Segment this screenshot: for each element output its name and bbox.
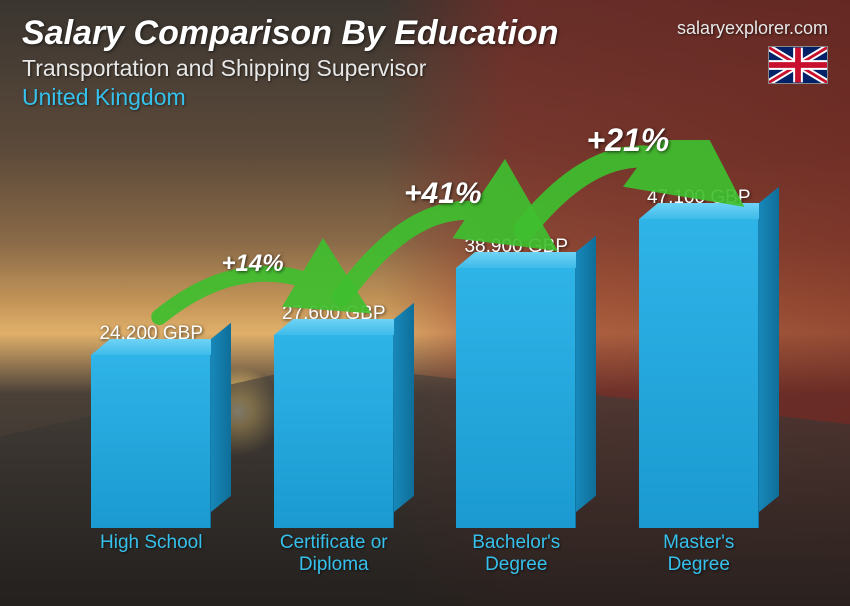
increase-pct-0: +14%	[222, 250, 284, 278]
bar3d-2	[456, 268, 576, 528]
page-subtitle: Transportation and Shipping Supervisor	[22, 55, 828, 82]
bar-2: 38,900 GBP	[436, 236, 597, 528]
x-label-0: High School	[71, 532, 232, 582]
x-label-3: Master'sDegree	[618, 532, 779, 582]
bar3d-0	[91, 355, 211, 528]
increase-pct-1: +41%	[404, 177, 482, 211]
bar-1: 27,600 GBP	[253, 303, 414, 528]
brand-label: salaryexplorer.com	[677, 18, 828, 39]
increase-pct-2: +21%	[587, 122, 670, 159]
bar3d-3	[639, 219, 759, 528]
bar-0: 24,200 GBP	[71, 323, 232, 528]
bar3d-1	[274, 335, 394, 528]
uk-flag-icon	[768, 46, 828, 84]
x-label-2: Bachelor'sDegree	[436, 532, 597, 582]
bar-3: 47,100 GBP	[618, 187, 779, 528]
x-label-1: Certificate orDiploma	[253, 532, 414, 582]
salary-bar-chart: 24,200 GBP27,600 GBP38,900 GBP47,100 GBP…	[60, 140, 790, 582]
x-labels-container: High School Certificate orDiploma Bachelor…	[60, 532, 790, 582]
page-country: United Kingdom	[22, 84, 828, 111]
